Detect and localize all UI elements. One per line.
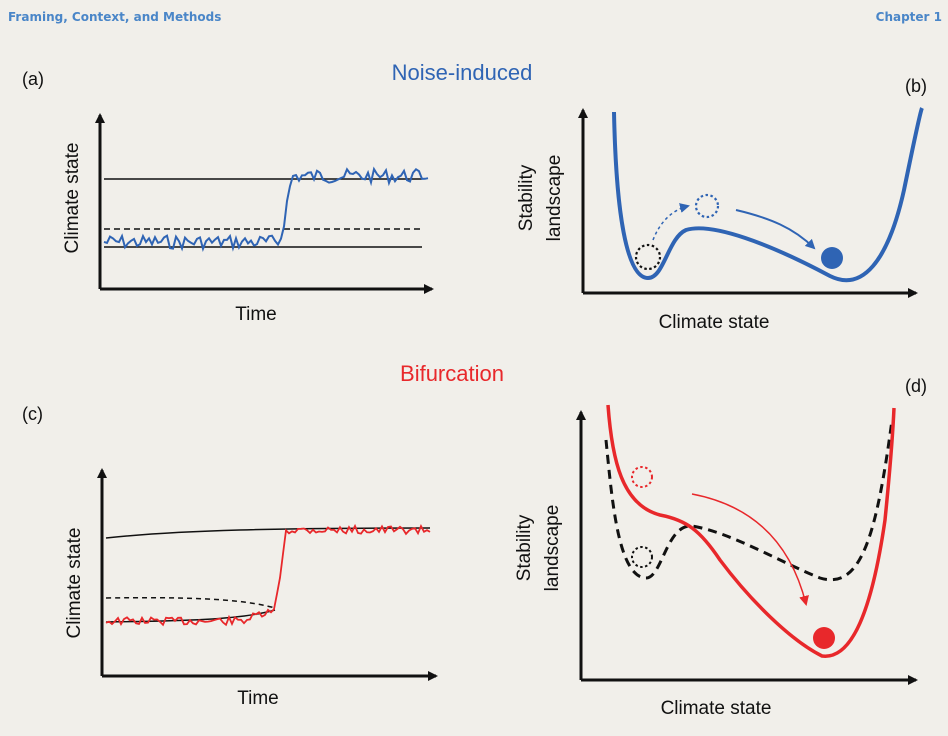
panel-c-ylabel: Climate state [64,528,85,639]
panel-d-ylabel-line2: landscape [542,505,563,592]
panel-label-d: (d) [905,376,927,396]
panel-d-xlabel: Climate state [661,698,772,719]
panel-b-final-state-ball [821,247,843,269]
panel-b-transition-ball [694,193,720,219]
panel-b-xlabel: Climate state [659,312,770,333]
panel-b-ylabel-line1: Stability [516,164,537,231]
panel-d-initial-state-ball [631,546,653,568]
panel-label-c: (c) [22,404,43,424]
panel-d-tipping-arrow [691,493,809,606]
panel-d-ylabel-line1: Stability [514,514,535,581]
panel-a-noise-trace [103,166,429,253]
panel-d-lost-state-ball [631,466,653,488]
panel-d-final-state-ball [813,627,835,649]
panel-c-upper-branch [105,527,431,539]
bifurcation-title: Bifurcation [400,361,504,386]
panel-c-bifurcation-trace [105,523,431,627]
panel-c-lower-branch [105,609,276,623]
header-chapter: Chapter 1 [875,10,942,24]
panel-b-landscape-curve [612,107,924,283]
header-section-title: Framing, Context, and Methods [8,10,222,24]
panel-label-b: (b) [905,76,927,96]
panel-c: Climate state Time [64,468,438,709]
panel-d-tipped-landscape [606,404,896,658]
panel-a: Climate state Time [62,113,434,325]
panel-label-a: (a) [22,69,44,89]
panel-a-ylabel: Climate state [62,143,83,254]
noise-induced-title: Noise-induced [392,60,533,85]
panel-a-xlabel: Time [235,304,277,325]
panel-d-initial-landscape [604,419,894,582]
panel-b-ylabel-line2: landscape [544,155,565,242]
panel-b-roll-arrow [735,209,816,250]
panel-c-xlabel: Time [237,688,279,709]
panel-b-noise-kick-arrow [652,203,690,241]
panel-b-initial-state-ball [634,243,662,271]
panel-c-unstable-branch [105,596,276,609]
panel-b: Stability landscape Climate state [516,107,924,333]
panel-d: Stability landscape Climate state [514,404,918,719]
